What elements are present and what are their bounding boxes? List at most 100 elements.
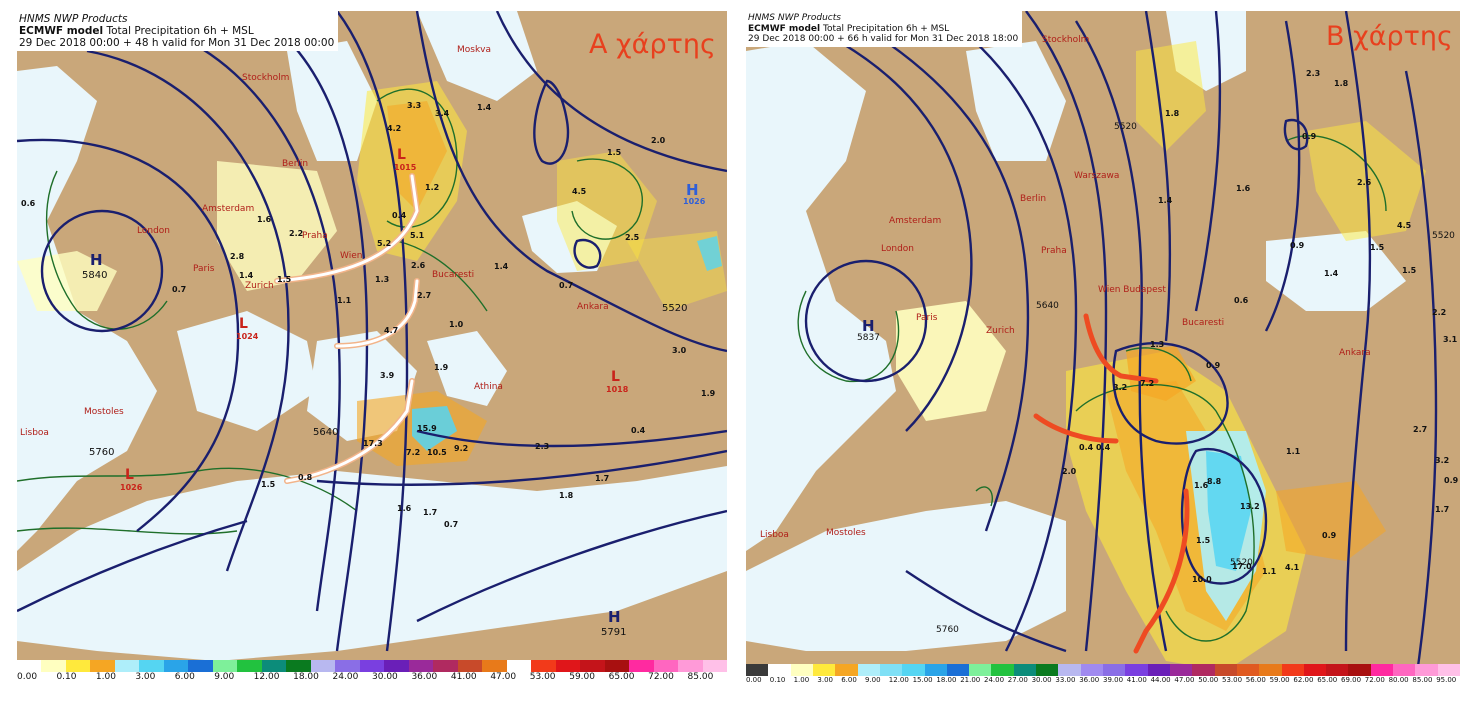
- map-b-colorbar-tick: 6.00: [841, 676, 857, 684]
- height-b-west: 5837: [857, 333, 880, 343]
- map-a-colorbar-swatch: [653, 660, 679, 672]
- map-b-colorbar-swatch: [1236, 664, 1260, 676]
- map-b-colorbar-swatch: [902, 664, 925, 676]
- map-b-colorbar-tick: 80.00: [1388, 676, 1409, 684]
- map-a-colorbar-swatch: [433, 660, 458, 672]
- map-a-colorbar-swatch: [702, 660, 727, 672]
- map-a-precip-value: 7.2: [406, 448, 421, 457]
- map-b-colorbar-swatch: [1103, 664, 1126, 676]
- city-b-ankara: Ankara: [1339, 348, 1371, 358]
- map-b-title: Β χάρτης: [1326, 21, 1453, 52]
- map-b-colorbar-tick: 41.00: [1126, 676, 1147, 684]
- pressure-low-south: 1026: [120, 483, 143, 492]
- pressure-low-east: 1018: [606, 385, 629, 394]
- high-center-b-west: H: [862, 317, 875, 335]
- map-a-precip-value: 1.0: [449, 320, 464, 329]
- header-b-model-name: ECMWF model: [748, 23, 821, 34]
- city-b-mostoles: Mostoles: [826, 528, 866, 538]
- city-mostoles: Mostoles: [84, 407, 124, 417]
- map-a-colorbar-tick: 0.00: [17, 672, 38, 682]
- map-a-colorbar-swatch: [139, 660, 164, 672]
- map-b-colorbar-swatch: [835, 664, 858, 676]
- map-a-precip-value: 15.9: [417, 424, 437, 433]
- map-a-colorbar-swatch: [531, 660, 556, 672]
- map-b-precip-value: 2.3: [1306, 69, 1321, 78]
- map-b-colorbar-tick: 69.00: [1341, 676, 1362, 684]
- map-b-precip-value: 2.0: [1062, 467, 1077, 476]
- map-a-precip-value: 2.6: [411, 261, 426, 270]
- map-b-precip-value: 10.0: [1192, 575, 1212, 584]
- map-b-colorbar-tick: 72.00: [1364, 676, 1385, 684]
- city-ankara: Ankara: [577, 302, 609, 312]
- map-a-precip-value: 0.4: [631, 426, 646, 435]
- height-5520: 5520: [662, 303, 688, 314]
- map-b-precip-value: 0.6: [1234, 296, 1249, 305]
- map-b-colorbar-swatch: [1125, 664, 1148, 676]
- map-a-colorbar-tick: 53.00: [529, 672, 556, 682]
- map-b-precip-value: 4.1: [1285, 563, 1300, 572]
- map-b-precip-value: 1.5: [1370, 243, 1385, 252]
- colorbar-b: 0.00 0.10 1.00 3.00 6.00 9.00 12.00 15.00 18.00 2…: [746, 664, 1460, 687]
- map-a-colorbar-swatch: [17, 660, 42, 672]
- map-a-precip-value: 1.4: [239, 271, 254, 280]
- height-label-south: 5791: [601, 627, 627, 638]
- map-a-colorbar-tick: 41.00: [450, 672, 477, 682]
- map-a-precip-value: 2.0: [651, 136, 666, 145]
- map-b-precip-value: 1.5: [1402, 266, 1417, 275]
- map-b-colorbar-swatch: [1303, 664, 1327, 676]
- map-b-precip-value: 1.8: [1334, 79, 1349, 88]
- map-b-colorbar-tick: 39.00: [1103, 676, 1124, 684]
- header-a-model-name: ECMWF model: [19, 25, 104, 37]
- map-a-precip-value: 2.7: [417, 291, 432, 300]
- map-b-precip-value: 0.9: [1290, 241, 1305, 250]
- map-b-colorbar-tick: 0.00: [746, 676, 762, 684]
- colorbar-a: 0.00 0.10 1.00 3.00 6.00 9.00 12.00 18.00 24.00 3…: [17, 660, 727, 683]
- map-a-colorbar-swatch: [163, 660, 189, 672]
- height-5640: 5640: [313, 427, 339, 438]
- map-b-precip-value: 0.9: [1302, 132, 1317, 141]
- map-b-colorbar-swatch: [1080, 664, 1103, 676]
- map-a-colorbar-swatch: [237, 660, 262, 672]
- city-b-zurich: Zurich: [986, 326, 1015, 336]
- map-a-colorbar-swatch: [384, 660, 409, 672]
- header-a-source: HNMS NWP Products: [19, 13, 128, 25]
- map-a-colorbar-swatch: [408, 660, 434, 672]
- map-a-precip-value: 3.3: [407, 101, 422, 110]
- map-a-colorbar-tick: 0.10: [56, 672, 77, 682]
- map-a-colorbar-swatch: [604, 660, 630, 672]
- map-a-colorbar-tick: 30.00: [372, 672, 398, 682]
- map-a-precip-value: 0.7: [172, 285, 187, 294]
- map-a-colorbar-swatch: [359, 660, 385, 672]
- map-a-precip-value: 10.5: [427, 448, 447, 457]
- low-center-west: L: [239, 316, 248, 332]
- map-a-colorbar-tick: 24.00: [332, 672, 359, 682]
- map-a-precip-value: 2.3: [535, 442, 550, 451]
- map-b-precip-value: 4.5: [1397, 221, 1412, 230]
- map-a-precip-value: 5.1: [410, 231, 425, 240]
- map-a-colorbar-swatch: [90, 660, 115, 672]
- map-b-precip-value: 1.6: [1194, 481, 1209, 490]
- map-b-precip-value: 3.2: [1435, 456, 1450, 465]
- map-b-colorbar-tick: 18.00: [936, 676, 957, 684]
- low-center-south: L: [125, 467, 134, 483]
- map-b-colorbar-tick: 56.00: [1245, 676, 1266, 684]
- map-b-precip-value: 1.6: [1236, 184, 1251, 193]
- map-b-colorbar-swatch: [790, 664, 813, 676]
- map-a-colorbar-swatch: [65, 660, 91, 672]
- map-b-colorbar-swatch: [1192, 664, 1215, 676]
- map-a-colorbar-swatch: [506, 660, 532, 672]
- map-a-precip-value: 3.0: [672, 346, 687, 355]
- city-wien: Wien: [340, 251, 363, 261]
- height-b-5640: 5640: [1036, 301, 1059, 311]
- map-b-precip-value: 1.5: [1196, 536, 1211, 545]
- map-b-colorbar-tick: 36.00: [1079, 676, 1100, 684]
- map-b-colorbar-swatch: [1281, 664, 1304, 676]
- map-a-precip-value: 0.8: [298, 473, 313, 482]
- map-a-colorbar-swatch: [188, 660, 213, 672]
- high-center-east: H: [686, 181, 699, 199]
- header-a-model: ECMWF model Total Precipitation 6h + MSL: [19, 25, 334, 37]
- header-b-source: HNMS NWP Products: [748, 13, 841, 23]
- map-b-precip-value: 17.0: [1232, 562, 1252, 571]
- map-a-colorbar-tick: 85.00: [687, 672, 714, 682]
- city-b-london: London: [881, 244, 914, 254]
